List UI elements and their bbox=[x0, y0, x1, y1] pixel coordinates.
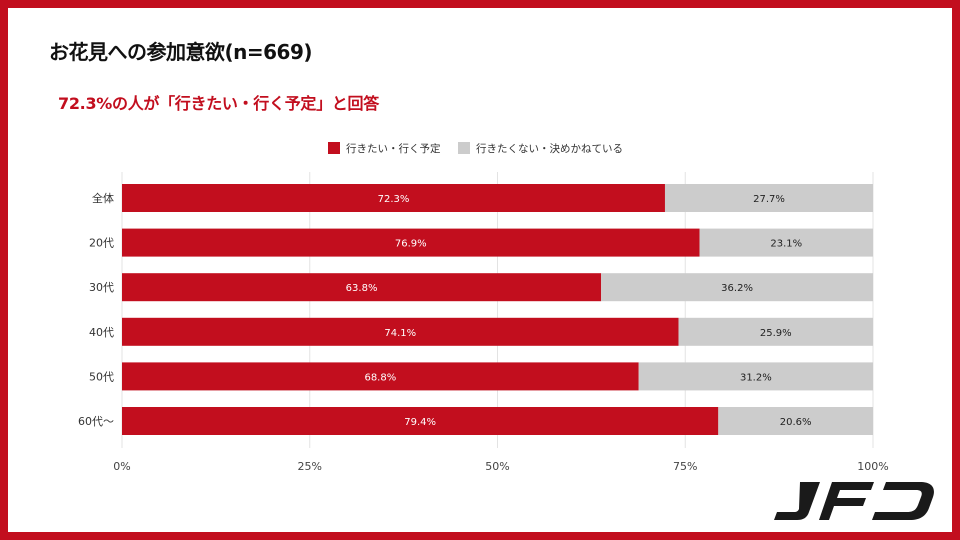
jfd-logo bbox=[774, 482, 934, 520]
data-label: 20.6% bbox=[780, 417, 812, 428]
bar-going bbox=[122, 228, 700, 257]
bar-not-going bbox=[601, 273, 873, 302]
x-tick-label: 50% bbox=[485, 460, 509, 473]
jfd-logo-mark bbox=[774, 482, 934, 520]
legend-swatch bbox=[328, 142, 340, 154]
bar-going bbox=[122, 362, 639, 391]
bar-not-going bbox=[699, 228, 873, 257]
legend-label: 行きたくない・決めかねている bbox=[476, 142, 623, 155]
data-label: 31.2% bbox=[740, 372, 772, 383]
bar-not-going bbox=[638, 362, 873, 391]
bar-not-going bbox=[718, 407, 873, 435]
data-label: 76.9% bbox=[395, 239, 427, 250]
x-tick-label: 75% bbox=[673, 460, 697, 473]
data-label: 27.7% bbox=[753, 194, 785, 205]
data-label: 36.2% bbox=[721, 283, 753, 294]
legend-label: 行きたい・行く予定 bbox=[346, 142, 441, 155]
category-label: 60代～ bbox=[78, 415, 114, 428]
bar-not-going bbox=[678, 317, 873, 346]
bar-going bbox=[122, 317, 679, 346]
data-label: 23.1% bbox=[770, 239, 802, 250]
highlight-subtitle: 72.3%の人が「行きたい・行く予定」と回答 bbox=[58, 94, 379, 113]
x-tick-label: 25% bbox=[298, 460, 322, 473]
bar-going bbox=[122, 184, 665, 212]
data-label: 68.8% bbox=[364, 372, 396, 383]
category-label: 50代 bbox=[89, 370, 114, 383]
page-title: お花見への参加意欲(n=669) bbox=[49, 40, 313, 64]
data-label: 63.8% bbox=[346, 283, 378, 294]
data-label: 79.4% bbox=[404, 417, 436, 428]
data-label: 74.1% bbox=[384, 328, 416, 339]
x-tick-label: 100% bbox=[857, 460, 888, 473]
data-label: 72.3% bbox=[378, 194, 410, 205]
bar-going bbox=[122, 273, 602, 302]
data-label: 25.9% bbox=[760, 328, 792, 339]
category-label: 40代 bbox=[89, 326, 114, 339]
bar-not-going bbox=[664, 184, 873, 212]
bar-going bbox=[122, 407, 719, 435]
category-label: 20代 bbox=[89, 237, 114, 250]
category-label: 全体 bbox=[92, 191, 114, 205]
category-label: 30代 bbox=[89, 281, 114, 294]
legend-swatch bbox=[458, 142, 470, 154]
x-tick-label: 0% bbox=[113, 460, 130, 473]
